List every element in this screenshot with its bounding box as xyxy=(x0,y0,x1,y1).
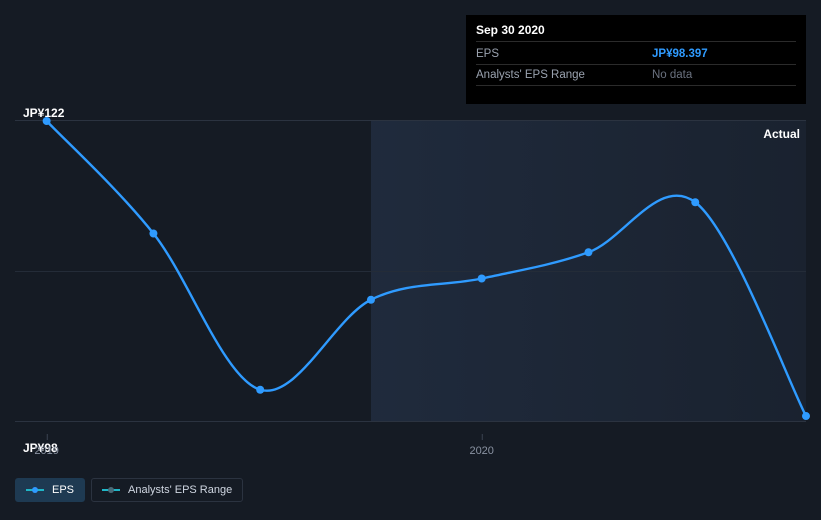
tooltip-value: JP¥98.397 xyxy=(652,44,796,65)
legend-label: EPS xyxy=(52,484,74,496)
x-tickmark xyxy=(47,434,48,440)
legend-swatch-icon xyxy=(102,485,120,495)
legend-item-eps[interactable]: EPS xyxy=(15,478,85,502)
x-tick-label: 2020 xyxy=(469,445,493,457)
tooltip-value: No data xyxy=(652,65,796,86)
eps-chart[interactable]: JP¥122 Actual JP¥98 2019 2020 xyxy=(15,120,806,440)
legend-item-analysts-range[interactable]: Analysts' EPS Range xyxy=(91,478,243,502)
tooltip-key: Analysts' EPS Range xyxy=(476,65,652,86)
tooltip-key: EPS xyxy=(476,44,652,65)
x-tick-label: 2019 xyxy=(34,445,58,457)
y-axis-top-label: JP¥122 xyxy=(23,106,64,120)
x-tick: 2020 xyxy=(469,445,493,457)
x-tickmark xyxy=(482,434,483,440)
legend-label: Analysts' EPS Range xyxy=(128,484,232,496)
tooltip-row: Analysts' EPS Range No data xyxy=(476,65,796,86)
legend: EPS Analysts' EPS Range xyxy=(15,478,243,502)
tooltip-box: Sep 30 2020 EPS JP¥98.397 Analysts' EPS … xyxy=(466,15,806,104)
tooltip-date: Sep 30 2020 xyxy=(476,23,796,42)
plot-area[interactable]: Actual xyxy=(15,120,806,422)
tooltip-row: EPS JP¥98.397 xyxy=(476,44,796,65)
x-tick: 2019 xyxy=(34,445,58,457)
tooltip-table: EPS JP¥98.397 Analysts' EPS Range No dat… xyxy=(476,44,796,86)
legend-swatch-icon xyxy=(26,485,44,495)
eps-line-svg xyxy=(15,121,806,421)
